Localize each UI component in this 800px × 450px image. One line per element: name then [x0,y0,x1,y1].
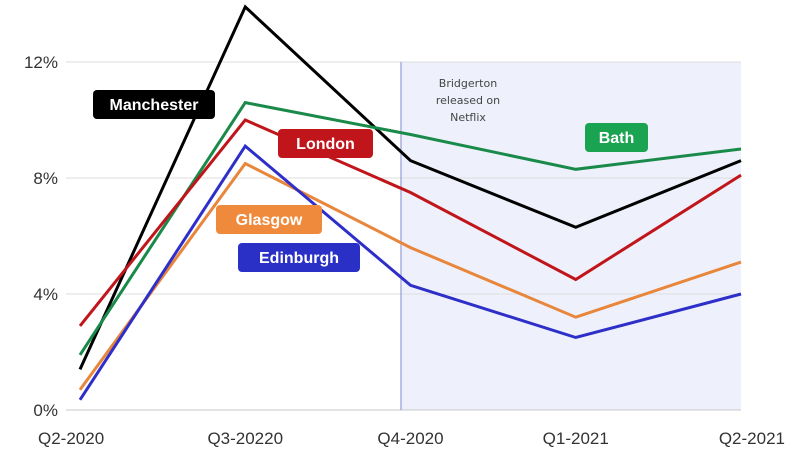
series-labels: Manchester Bath London Glasgow Edinburgh [93,90,648,272]
series-label-box [238,243,360,272]
x-tick-label: Q1-2021 [543,429,609,448]
series-label-text: Glasgow [236,212,303,229]
annotation-line-1: Bridgerton [439,77,497,90]
series-label-box [93,90,215,119]
series-label-box [216,205,322,234]
x-axis-ticks: Q2-2020 Q3-20220 Q4-2020 Q1-2021 Q2-2021 [38,429,785,448]
series-label-manchester: Manchester [93,90,215,119]
series-label-text: Edinburgh [259,250,339,267]
event-annotation: Bridgerton released on Netflix [436,77,500,124]
series-lines [78,4,742,401]
series-label-box [585,123,648,152]
y-axis-ticks: 0% 4% 8% 12% [24,53,58,420]
series-label-text: London [296,136,355,153]
series-label-bath: Bath [585,123,648,152]
highlight-region [401,62,741,410]
series-label-glasgow: Glasgow [216,205,322,234]
series-label-text: Manchester [110,97,199,114]
series-label-edinburgh: Edinburgh [238,243,360,272]
x-tick-label: Q2-2021 [719,429,785,448]
x-tick-label: Q2-2020 [38,429,104,448]
annotation-line-2: released on [436,94,500,107]
annotation-line-3: Netflix [450,111,486,124]
y-tick-label: 12% [24,53,58,72]
x-tick-label: Q4-2020 [377,429,443,448]
y-tick-label: 4% [33,285,58,304]
gridlines [66,61,741,411]
y-tick-label: 8% [33,169,58,188]
x-tick-label: Q3-20220 [207,429,283,448]
series-label-text: Bath [599,130,635,147]
y-tick-label: 0% [33,401,58,420]
series-label-london: London [278,129,373,158]
series-label-box [278,129,373,158]
